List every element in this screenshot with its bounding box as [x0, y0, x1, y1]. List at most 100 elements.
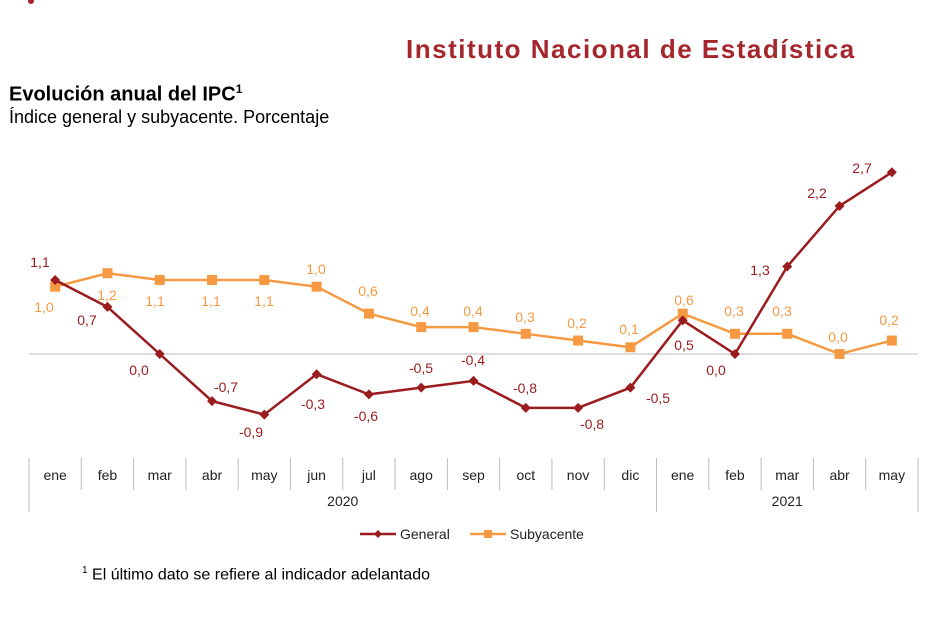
data-label-subyacente: 0,2 — [567, 315, 587, 331]
data-label-subyacente: 0,1 — [619, 321, 639, 337]
data-point-general — [311, 369, 322, 380]
category-tick-label: ene — [671, 467, 695, 483]
data-point-general — [573, 402, 584, 413]
category-tick-label: ene — [43, 467, 67, 483]
chart-title-text: Evolución anual del IPC — [9, 83, 236, 106]
category-tick-label: dic — [621, 467, 639, 483]
data-label-subyacente: 1,2 — [97, 287, 117, 303]
category-tick-label: may — [879, 467, 905, 483]
chart-subtitle: Índice general y subyacente. Porcentaje — [9, 107, 330, 127]
data-label-subyacente: 0,2 — [879, 312, 899, 328]
data-label-general: 0,0 — [129, 362, 149, 378]
data-point-subyacente — [625, 342, 636, 353]
data-label-subyacente: 1,1 — [145, 293, 165, 309]
data-point-general — [102, 301, 113, 312]
category-tick-label: mar — [148, 467, 172, 483]
data-label-general: 0,5 — [674, 337, 694, 353]
category-tick-label: jun — [306, 467, 326, 483]
category-tick-label: jul — [361, 467, 376, 483]
data-label-general: -0,7 — [214, 379, 238, 395]
data-label-general: -0,6 — [354, 408, 378, 424]
data-point-subyacente — [729, 328, 740, 339]
data-point-subyacente — [102, 268, 113, 279]
legend-label-general: General — [400, 526, 450, 542]
data-point-subyacente — [782, 328, 793, 339]
data-point-subyacente — [834, 349, 845, 359]
category-tick-label: feb — [725, 467, 745, 483]
data-label-general: 0,7 — [77, 312, 97, 328]
legend-marker-subyacente — [484, 530, 492, 538]
chart-title: Evolución anual del IPC1 — [9, 82, 242, 107]
legend-label-subyacente: Subyacente — [510, 526, 584, 542]
data-point-subyacente — [363, 308, 374, 319]
institution-name: Instituto Nacional de Estadística — [406, 34, 856, 64]
data-point-general — [207, 396, 218, 407]
data-label-subyacente: 0,4 — [463, 303, 483, 319]
data-point-subyacente — [154, 274, 165, 285]
data-point-general — [625, 382, 636, 393]
data-point-general — [50, 274, 61, 285]
category-tick-label: feb — [98, 467, 118, 483]
category-tick-label: oct — [516, 467, 535, 483]
data-label-subyacente: 0,6 — [358, 283, 378, 299]
category-tick-label: nov — [567, 467, 590, 483]
footnote-text: El último dato se refiere al indicador a… — [92, 566, 430, 584]
data-point-subyacente — [468, 322, 479, 333]
year-label: 2020 — [327, 493, 358, 509]
data-label-general: 1,3 — [750, 262, 770, 278]
data-label-general: -0,9 — [239, 424, 263, 440]
category-tick-label: abr — [202, 467, 223, 483]
data-label-subyacente: 1,1 — [254, 293, 274, 309]
data-label-subyacente: 0,3 — [772, 303, 792, 319]
data-label-subyacente: 0,6 — [674, 292, 694, 308]
category-tick-label: mar — [775, 467, 799, 483]
data-label-subyacente: 0,0 — [828, 329, 848, 345]
data-point-subyacente — [207, 274, 218, 285]
data-point-subyacente — [573, 335, 584, 346]
legend-marker-general — [374, 530, 382, 538]
data-label-subyacente: 0,3 — [724, 303, 744, 319]
year-label: 2021 — [772, 493, 803, 509]
category-tick-label: sep — [462, 467, 485, 483]
data-label-subyacente: 1,0 — [34, 299, 54, 315]
data-label-general: 0,0 — [706, 362, 726, 378]
data-label-general: -0,3 — [301, 396, 325, 412]
data-point-general — [468, 375, 479, 386]
data-point-general — [363, 389, 374, 400]
data-point-subyacente — [886, 335, 897, 346]
data-label-subyacente: 1,1 — [201, 293, 221, 309]
data-label-general: 2,7 — [852, 160, 872, 176]
title-footnote-mark: 1 — [235, 82, 243, 96]
data-point-general — [886, 167, 897, 178]
data-point-subyacente — [520, 328, 531, 339]
footnote: 1 El último dato se refiere al indicador… — [82, 565, 430, 584]
data-point-general — [677, 315, 688, 326]
data-point-general — [834, 200, 845, 211]
data-label-subyacente: 0,3 — [515, 309, 535, 325]
data-point-general — [520, 402, 531, 413]
category-tick-label: ago — [410, 467, 434, 483]
data-point-subyacente — [259, 274, 270, 285]
data-point-general — [729, 349, 740, 359]
data-label-general: 1,1 — [30, 254, 50, 270]
logo-mark — [28, 0, 34, 4]
data-label-general: -0,8 — [580, 416, 604, 432]
data-label-subyacente: 0,4 — [410, 303, 430, 319]
data-point-subyacente — [416, 322, 427, 333]
data-label-subyacente: 1,0 — [306, 261, 326, 277]
data-label-general: -0,4 — [461, 352, 485, 368]
data-point-subyacente — [677, 308, 688, 319]
data-label-general: -0,5 — [646, 390, 670, 406]
data-point-subyacente — [311, 281, 322, 292]
data-point-general — [782, 261, 793, 272]
data-point-general — [416, 382, 427, 393]
category-tick-label: abr — [829, 467, 850, 483]
data-point-general — [259, 409, 270, 420]
footnote-mark: 1 — [82, 565, 88, 576]
data-label-general: 2,2 — [807, 185, 827, 201]
category-tick-label: may — [251, 467, 277, 483]
data-label-general: -0,5 — [409, 360, 433, 376]
data-label-general: -0,8 — [513, 380, 537, 396]
data-point-general — [154, 349, 165, 359]
